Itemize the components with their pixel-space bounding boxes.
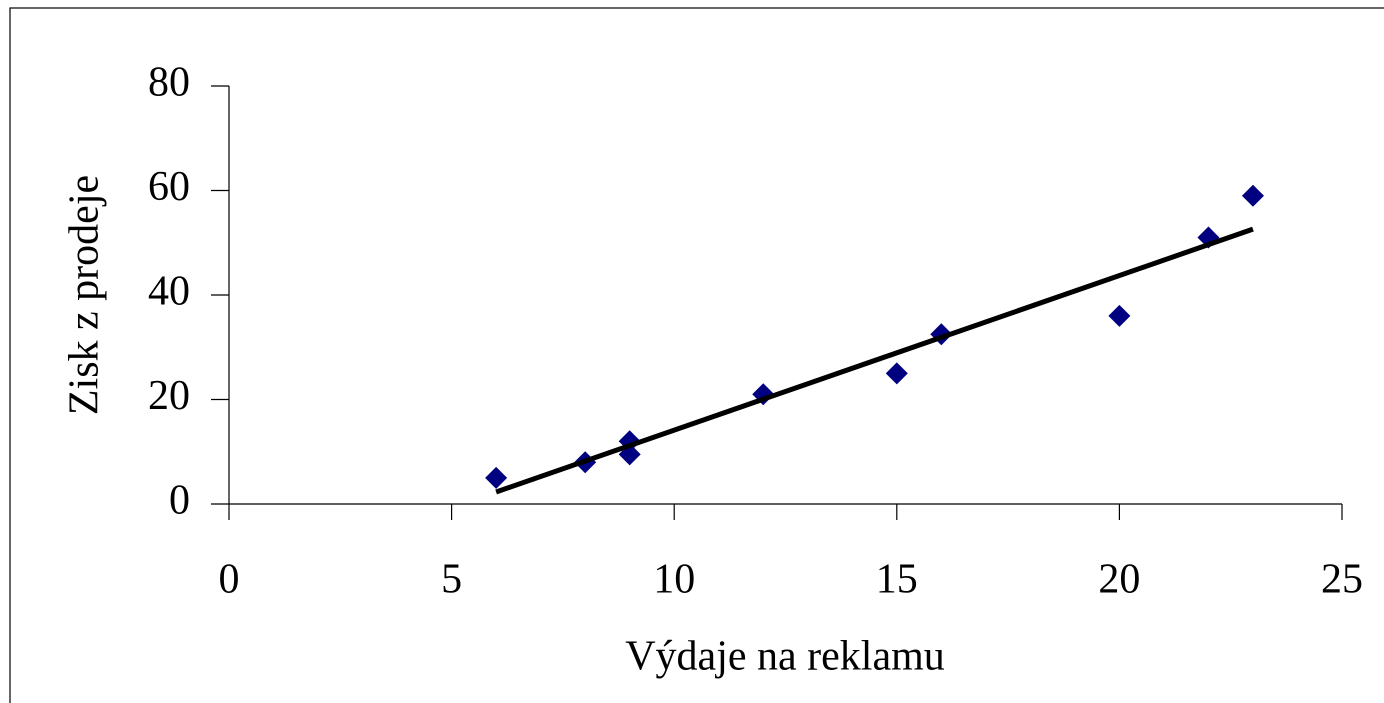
trend-line — [495, 226, 1254, 495]
x-tick-label: 25 — [1321, 557, 1363, 603]
y-axis-title: Zisk z prodeje — [62, 175, 108, 415]
data-point — [885, 362, 908, 385]
x-axis-title: Výdaje na reklamu — [625, 634, 945, 680]
x-tick-label: 0 — [219, 557, 240, 603]
data-point — [1108, 304, 1131, 327]
data-point — [1241, 184, 1264, 207]
data-point — [485, 466, 508, 489]
x-tick-label: 20 — [1098, 557, 1140, 603]
x-tick-label: 5 — [441, 557, 462, 603]
y-tick-label: 40 — [148, 269, 190, 315]
y-tick-label: 80 — [148, 60, 190, 106]
x-tick-label: 15 — [876, 557, 918, 603]
y-tick-label: 0 — [169, 478, 190, 524]
chart-frame — [9, 7, 1384, 703]
y-tick-label: 20 — [148, 373, 190, 419]
x-tick-label: 10 — [653, 557, 695, 603]
y-tick-label: 60 — [148, 164, 190, 210]
